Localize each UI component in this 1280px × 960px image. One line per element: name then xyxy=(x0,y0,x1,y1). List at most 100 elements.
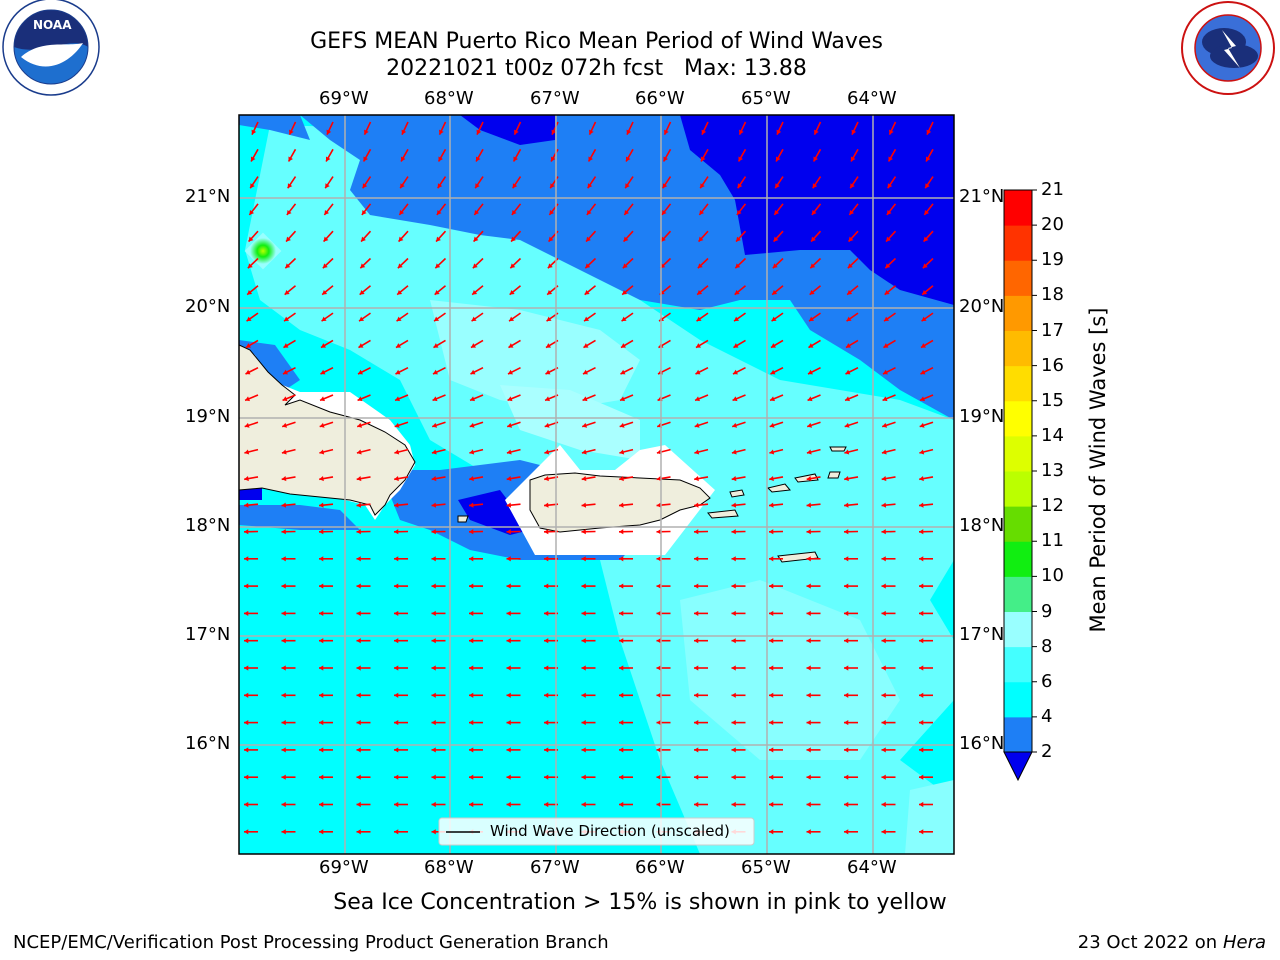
wave-arrow-head xyxy=(395,343,401,348)
wave-arrow-head xyxy=(769,529,774,535)
wave-arrow-head xyxy=(394,692,399,698)
wave-arrow-head xyxy=(844,665,849,671)
colorbar-tick-label: 17 xyxy=(1041,319,1064,341)
wave-arrow-head xyxy=(581,720,586,726)
wave-arrow-head xyxy=(697,263,703,269)
wave-arrow-head xyxy=(881,692,886,698)
wave-arrow-head xyxy=(881,502,887,508)
wave-arrow-head xyxy=(282,369,288,375)
wave-arrow-head xyxy=(694,747,699,753)
wave-arrow-head xyxy=(469,692,474,698)
wave-arrow-head xyxy=(806,801,811,808)
footer-date-text: 23 Oct 2022 on xyxy=(1077,932,1218,953)
wave-arrow-head xyxy=(811,209,817,215)
wave-arrow-head xyxy=(845,396,851,402)
wave-arrow-head xyxy=(626,129,632,135)
wave-arrow-head xyxy=(919,720,924,726)
wave-arrow-head xyxy=(281,638,286,644)
colorbar-segment xyxy=(1004,471,1032,507)
wave-arrow-head xyxy=(281,747,286,753)
lat-label-left: 20°N xyxy=(185,296,231,317)
wave-arrow-head xyxy=(881,774,886,780)
wave-arrow-head xyxy=(469,610,474,616)
wave-arrow-head xyxy=(881,529,886,535)
wave-arrow-head xyxy=(619,502,624,508)
wave-arrow-head xyxy=(844,529,849,535)
colorbar-segment xyxy=(1004,330,1032,367)
colorbar-tick-label: 18 xyxy=(1041,284,1064,306)
wave-arrow-head xyxy=(849,209,855,215)
colorbar-tick-label: 12 xyxy=(1041,495,1064,517)
wave-arrow-head xyxy=(625,183,630,189)
chart-title: GEFS MEAN Puerto Rico Mean Period of Win… xyxy=(310,29,883,54)
wave-arrow-head xyxy=(584,316,590,322)
wave-arrow-head xyxy=(360,263,366,269)
wave-arrow-head xyxy=(581,583,586,589)
wave-arrow-head xyxy=(920,396,926,402)
wave-arrow-head xyxy=(806,720,811,726)
wave-arrow-head xyxy=(881,449,887,455)
colorbar-tick-label: 13 xyxy=(1041,460,1064,481)
wave-arrow-head xyxy=(324,209,330,215)
colorbar-segment xyxy=(1004,611,1032,648)
wave-arrow-head xyxy=(513,156,518,162)
wave-arrow-head xyxy=(810,263,816,269)
wave-arrow-head xyxy=(282,396,288,402)
wave-arrow-head xyxy=(812,183,818,189)
colorbar-segment xyxy=(1004,681,1032,718)
wave-arrow-head xyxy=(844,638,849,644)
sea-ice-note: Sea Ice Concentration > 15% is shown in … xyxy=(333,890,947,915)
wave-arrow-head xyxy=(694,476,699,482)
wave-arrow-head xyxy=(399,209,405,215)
wave-arrow-head xyxy=(809,289,815,295)
lon-label-bottom: 68°W xyxy=(424,857,474,878)
wave-arrow-head xyxy=(473,236,479,242)
wave-arrow-head xyxy=(284,289,290,295)
wave-arrow-head xyxy=(769,692,774,698)
wave-arrow-head xyxy=(356,583,361,589)
wave-arrow-head xyxy=(397,289,403,295)
wave-arrow-head xyxy=(926,129,932,135)
wave-arrow-head xyxy=(881,747,886,753)
wave-arrow-head xyxy=(356,774,361,780)
wave-arrow-head xyxy=(886,236,891,242)
wave-arrow-head xyxy=(850,156,856,162)
wave-arrow-head xyxy=(806,692,811,698)
wave-arrow-head xyxy=(582,396,588,402)
wave-arrow-head xyxy=(395,396,401,402)
colorbar-segment xyxy=(1004,506,1032,542)
wave-arrow-head xyxy=(511,236,516,242)
wave-arrow-head xyxy=(919,801,924,808)
wave-arrow-head xyxy=(844,774,849,780)
wave-arrow-head xyxy=(656,583,661,589)
wave-arrow-head xyxy=(882,369,888,375)
wave-arrow-head xyxy=(283,343,289,348)
wave-arrow-head xyxy=(469,665,474,671)
wave-arrow-head xyxy=(244,476,249,482)
wave-arrow-head xyxy=(356,610,361,616)
wave-arrow-head xyxy=(694,801,699,808)
wave-arrow-head xyxy=(806,502,812,508)
wave-arrow-head xyxy=(694,583,699,589)
wave-arrow-head xyxy=(359,289,365,295)
wave-arrow-head xyxy=(511,209,517,215)
colorbar-tick-label: 10 xyxy=(1041,565,1064,587)
wave-arrow-head xyxy=(769,502,774,508)
footer-date: 23 Oct 2022 on Hera xyxy=(1078,932,1266,953)
lon-label-top: 68°W xyxy=(424,88,474,109)
wave-arrow-head xyxy=(550,156,556,162)
wave-arrow-head xyxy=(769,583,774,589)
wave-arrow-head xyxy=(807,369,813,375)
wave-arrow-head xyxy=(469,529,474,535)
wave-arrow-head xyxy=(247,263,253,269)
wave-arrow-head xyxy=(806,774,811,780)
wave-arrow-head xyxy=(356,720,361,726)
wave-arrow-head xyxy=(883,343,889,348)
wave-arrow-head xyxy=(281,829,286,835)
wave-arrow-head xyxy=(544,583,549,589)
wave-arrow-head xyxy=(431,720,436,726)
wave-arrow-head xyxy=(544,720,549,726)
wave-arrow-head xyxy=(589,129,594,135)
wave-arrow-head xyxy=(356,665,361,671)
wave-arrow-head xyxy=(656,610,661,616)
